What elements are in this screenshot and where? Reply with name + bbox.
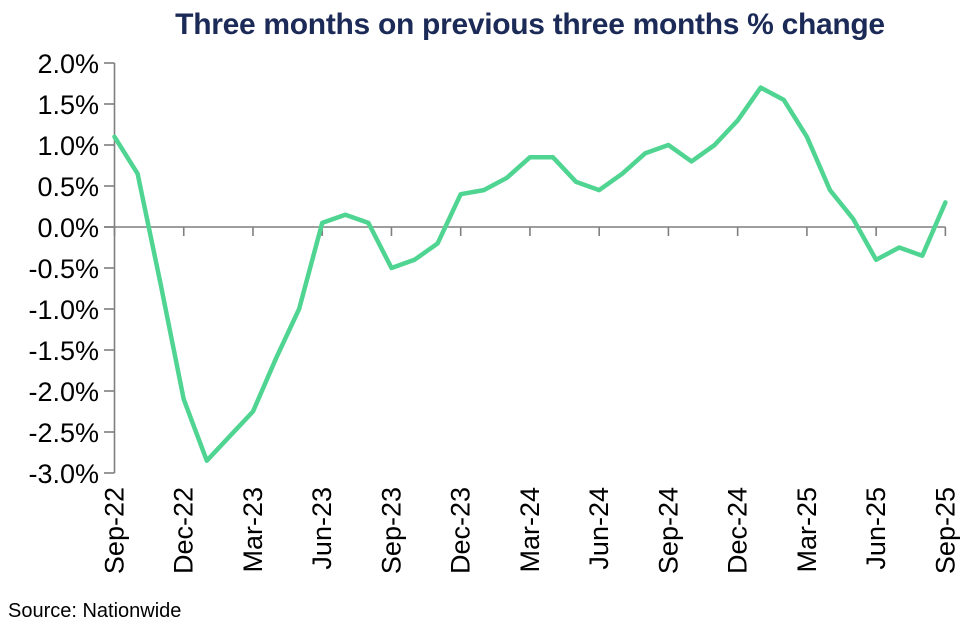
y-tick-label: -1.0% bbox=[28, 295, 99, 325]
x-tick-label: Jun-25 bbox=[861, 487, 891, 570]
y-tick-label: 1.5% bbox=[37, 90, 99, 120]
y-tick-label: -1.5% bbox=[28, 336, 99, 366]
x-tick-label: Jun-23 bbox=[307, 487, 337, 570]
y-tick-label: 0.5% bbox=[37, 172, 99, 202]
x-tick-label: Jun-24 bbox=[584, 487, 614, 570]
y-tick-label: -0.5% bbox=[28, 254, 99, 284]
y-tick-label: 2.0% bbox=[37, 49, 99, 79]
x-tick-label: Dec-22 bbox=[169, 487, 199, 574]
x-tick-label: Sep-23 bbox=[376, 487, 406, 574]
y-tick-label: 1.0% bbox=[37, 131, 99, 161]
y-tick-label: -3.0% bbox=[28, 459, 99, 489]
x-tick-label: Mar-24 bbox=[515, 487, 545, 573]
y-tick-label: -2.5% bbox=[28, 418, 99, 448]
data-line-3m-change bbox=[112, 85, 948, 463]
source-note: Source: Nationwide bbox=[8, 600, 182, 622]
x-tick-label: Mar-23 bbox=[238, 487, 268, 573]
chart-title: Three months on previous three months % … bbox=[175, 8, 885, 41]
x-tick-label: Dec-23 bbox=[446, 487, 476, 574]
y-tick-label: -2.0% bbox=[28, 377, 99, 407]
x-tick-label: Sep-22 bbox=[100, 487, 130, 574]
x-tick-label: Mar-25 bbox=[792, 487, 822, 573]
y-tick-label: 0.0% bbox=[37, 213, 99, 243]
x-tick-label: Sep-25 bbox=[930, 487, 960, 574]
x-tick-label: Dec-24 bbox=[723, 487, 753, 574]
x-tick-label: Sep-24 bbox=[653, 487, 683, 574]
